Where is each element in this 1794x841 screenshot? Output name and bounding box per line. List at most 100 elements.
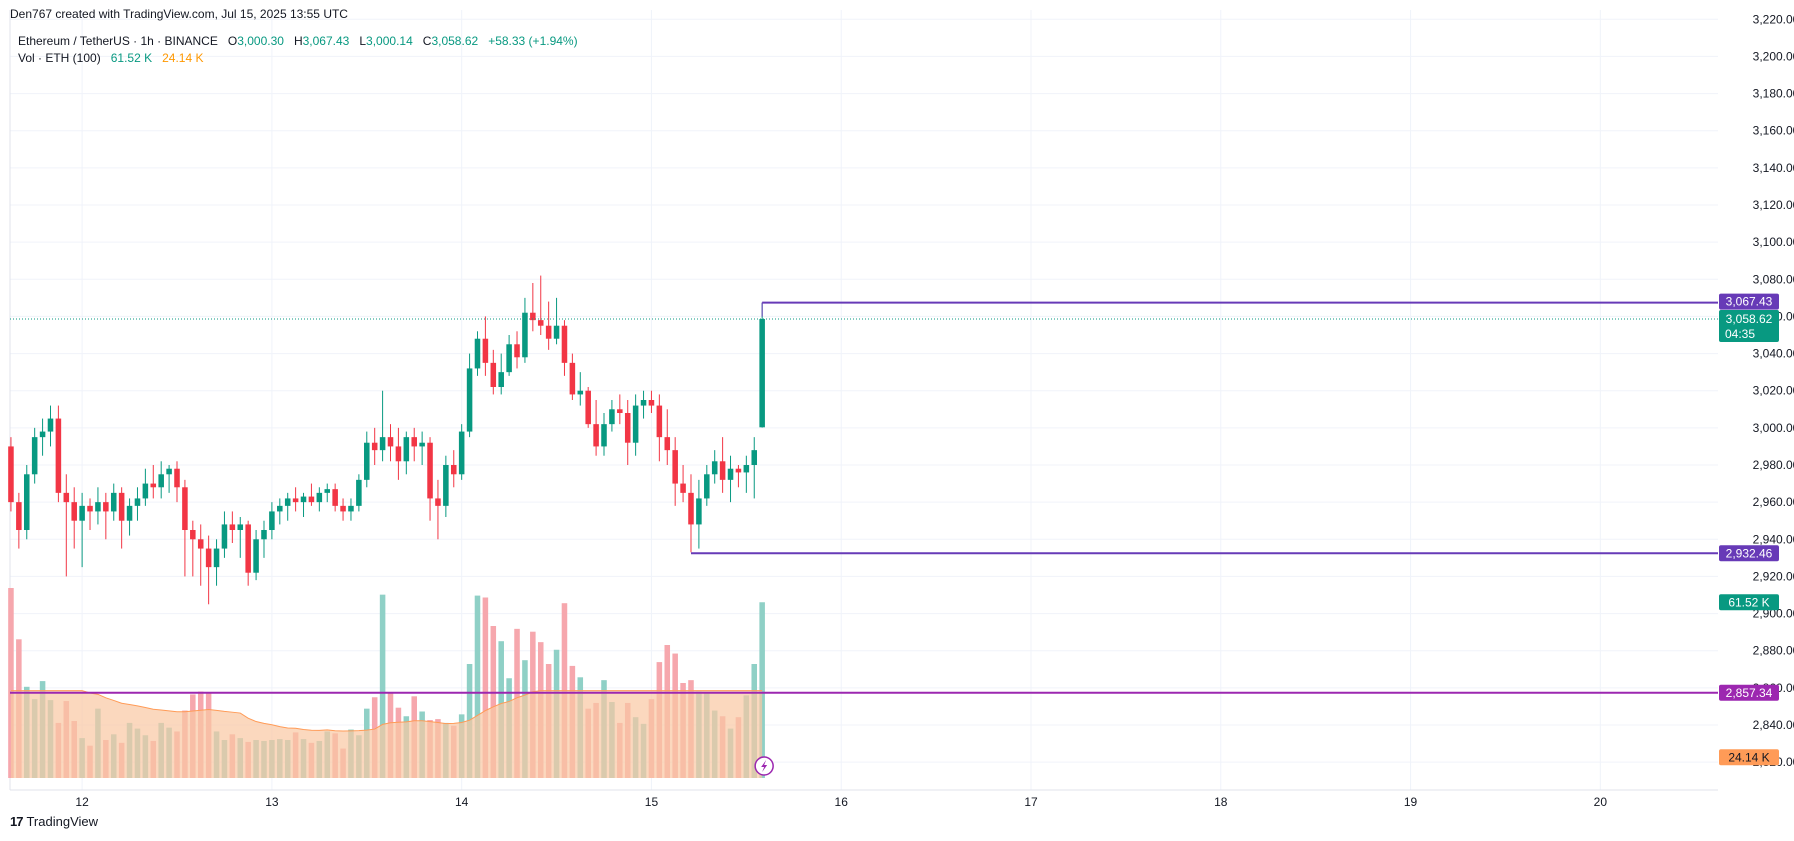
drawing-lines[interactable] (10, 301, 1718, 776)
x-tick-label: 12 (75, 795, 89, 809)
high-label: H (293, 34, 303, 48)
high-level-price-label-bg (1719, 293, 1779, 310)
candle-body (530, 312, 536, 321)
candle-body (292, 498, 299, 503)
candle-body (482, 338, 489, 363)
candle-body (443, 465, 449, 506)
candle-body (364, 442, 370, 480)
volume-value-label-bg (1719, 594, 1779, 611)
y-tick-label: 3,180.00 (1753, 87, 1794, 101)
candle-body (435, 498, 441, 506)
candle-body (711, 461, 718, 475)
x-tick-label: 20 (1594, 795, 1608, 809)
y-tick-label: 3,220.00 (1753, 12, 1794, 26)
candle-body (553, 325, 560, 339)
y-tick-label: 2,880.00 (1753, 644, 1794, 658)
low-value: 3,000.14 (366, 34, 413, 48)
x-tick-label: 13 (265, 795, 279, 809)
candle-body (253, 539, 259, 573)
candle-body (213, 548, 220, 568)
candle-body (506, 344, 512, 373)
candle-body (379, 437, 386, 451)
x-tick-label: 14 (455, 795, 469, 809)
candle-body (174, 468, 180, 488)
candle-body (656, 405, 663, 438)
countdown-label: 04:35 (1725, 327, 1755, 341)
axes: 3,220.00 3,200.00 3,180.00 3,160.00 3,140.00… (75, 12, 1794, 809)
y-tick-label: 3,080.00 (1753, 272, 1794, 286)
candle-body (8, 446, 14, 503)
candle-body (277, 505, 283, 512)
candle-body (490, 362, 497, 387)
lightning-icon-bolt (761, 760, 768, 772)
x-tick-label: 17 (1024, 795, 1038, 809)
candle-body (126, 505, 133, 521)
candle-body (237, 524, 244, 530)
volume-bar (8, 588, 14, 778)
candle-body (458, 431, 465, 475)
volume-value: 61.52 K (110, 51, 153, 65)
candle-body (205, 548, 212, 568)
candle-body (403, 437, 410, 462)
candle-body (727, 468, 734, 480)
low-level-price-label: 2,932.46 (1726, 546, 1773, 560)
symbol-title[interactable]: Ethereum / TetherUS · 1h · BINANCE (18, 34, 218, 48)
candle-body (498, 372, 504, 387)
candle-body (664, 437, 671, 451)
y-tick-label: 3,140.00 (1753, 161, 1794, 175)
candle-body (648, 400, 655, 406)
candle-body (474, 338, 481, 369)
candle-body (672, 450, 678, 484)
candle-body (759, 318, 765, 428)
candle-body (640, 400, 647, 406)
volume-bar (482, 597, 489, 778)
grid (9, 10, 1718, 791)
change-value: +58.33 (+1.94%) (488, 34, 578, 48)
horizontal-level-price-label: 2,857.34 (1726, 686, 1773, 700)
candle-body (261, 530, 267, 540)
candle-body (356, 479, 362, 506)
tradingview-logo-icon: 17 (10, 814, 24, 829)
last-price-label-bg (1719, 309, 1779, 342)
candle-body (411, 437, 417, 447)
candle-body (419, 442, 425, 447)
candle-body (751, 450, 758, 465)
low-level-price-label-bg (1719, 545, 1779, 562)
candle-body (719, 461, 726, 480)
close-value: 3,058.62 (431, 34, 479, 48)
horizontal-level-price-label-bg (1719, 684, 1779, 701)
volume-bar (474, 595, 481, 778)
candle-body (182, 487, 188, 530)
candle-body (110, 492, 117, 512)
candle-body (609, 409, 615, 425)
volume-ma-label: 24.14 K (1728, 750, 1769, 764)
candle-body (16, 502, 22, 530)
y-tick-label: 3,160.00 (1753, 124, 1794, 138)
candle-body (450, 465, 457, 475)
candle-body (103, 502, 109, 512)
y-tick-label: 2,920.00 (1753, 569, 1794, 583)
tradingview-brand[interactable]: 17 TradingView (10, 814, 98, 829)
close-label: C (422, 34, 432, 48)
candle-body (395, 446, 402, 462)
candle-body (387, 437, 394, 447)
volume-bar (379, 594, 386, 778)
candle-body (522, 312, 528, 358)
low-label: L (359, 34, 367, 48)
y-tick-label: 3,200.00 (1753, 49, 1794, 63)
y-tick-label: 3,020.00 (1753, 384, 1794, 398)
volume-bar (490, 626, 497, 778)
candle-body (245, 524, 251, 573)
candle-body (284, 498, 291, 506)
y-tick-label: 2,940.00 (1753, 532, 1794, 546)
open-value: 3,000.30 (237, 34, 284, 48)
candle-body (158, 474, 164, 488)
candle-body (269, 511, 275, 530)
candle-body (561, 325, 568, 363)
lightning-icon[interactable] (754, 756, 774, 776)
y-tick-label: 3,040.00 (1753, 347, 1794, 361)
volume-indicator-title[interactable]: Vol · ETH (100) (18, 51, 101, 65)
candle-body (593, 424, 599, 447)
candle-body (229, 524, 236, 530)
